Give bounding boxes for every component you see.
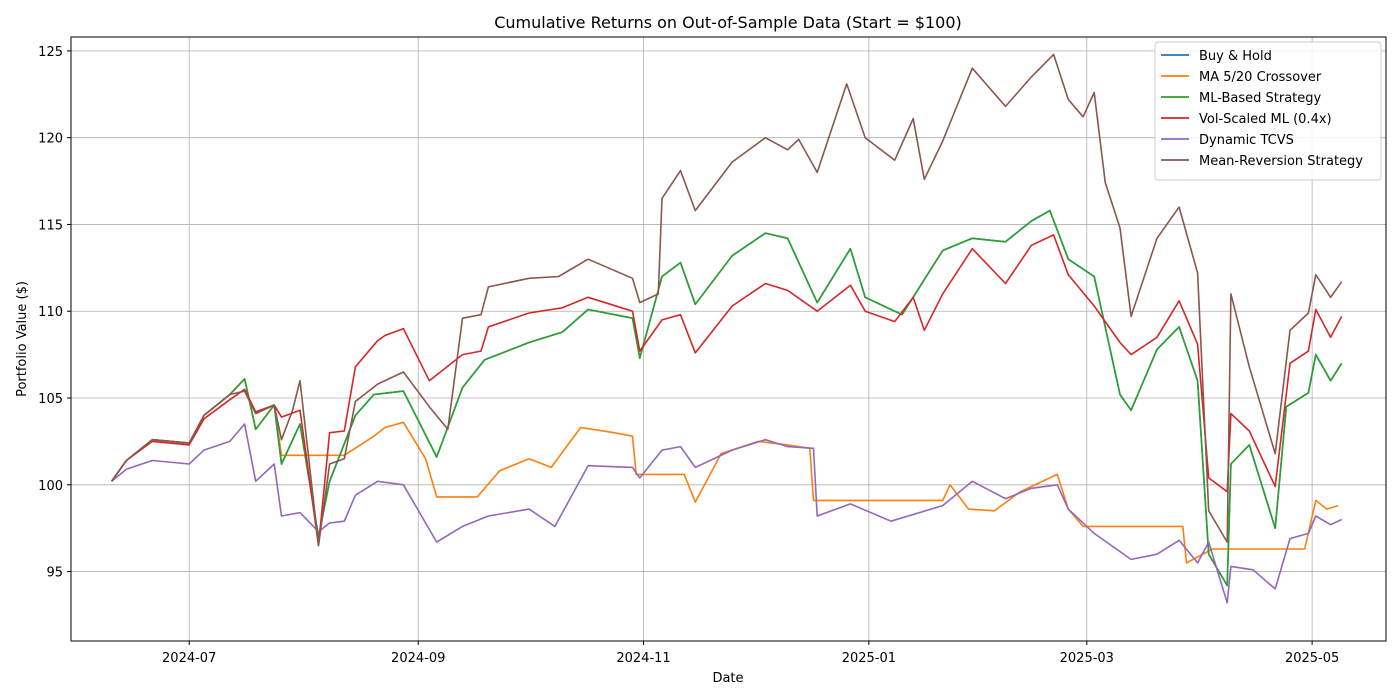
series-line-6 <box>110 53 1343 547</box>
x-tick-label: 2025-01 <box>842 651 896 666</box>
y-tick-label: 105 <box>38 392 63 407</box>
legend-box <box>1154 41 1382 181</box>
y-tick-label: 100 <box>38 479 63 494</box>
x-tick-label: 2024-11 <box>616 651 670 666</box>
y-tick-label: 120 <box>38 132 63 147</box>
y-tick-label: 95 <box>46 566 63 581</box>
series-line-4 <box>110 234 1343 547</box>
chart-title: Cumulative Returns on Out-of-Sample Data… <box>494 13 962 32</box>
legend-label: Vol-Scaled ML (0.4x) <box>1199 112 1332 127</box>
y-axis: 95 100 105 110 115 120 125 <box>38 45 71 581</box>
plot-frame <box>70 36 1387 642</box>
x-tick-label: 2025-03 <box>1060 651 1114 666</box>
x-tick-label: 2025-05 <box>1285 651 1339 666</box>
legend: Buy & Hold MA 5/20 Crossover ML-Based Stra… <box>1154 41 1382 181</box>
legend-label: Dynamic TCVS <box>1199 133 1294 148</box>
x-axis-label: Date <box>712 671 743 686</box>
legend-label: Mean-Reversion Strategy <box>1199 154 1363 169</box>
y-tick-label: 115 <box>38 218 63 233</box>
series-line-3 <box>110 209 1343 587</box>
legend-label: Buy & Hold <box>1199 49 1272 64</box>
y-tick-label: 125 <box>38 45 63 60</box>
y-tick-label: 110 <box>38 305 63 320</box>
legend-label: ML-Based Strategy <box>1199 91 1322 106</box>
y-axis-label: Portfolio Value ($) <box>15 281 30 397</box>
series-lines <box>110 53 1343 604</box>
series-line-5 <box>111 423 1343 604</box>
x-axis: 2024-07 2024-09 2024-11 2025-01 2025-03 2025-… <box>162 641 1339 666</box>
x-tick-label: 2024-09 <box>391 651 445 666</box>
legend-label: MA 5/20 Crossover <box>1199 70 1322 85</box>
x-tick-label: 2024-07 <box>162 651 216 666</box>
